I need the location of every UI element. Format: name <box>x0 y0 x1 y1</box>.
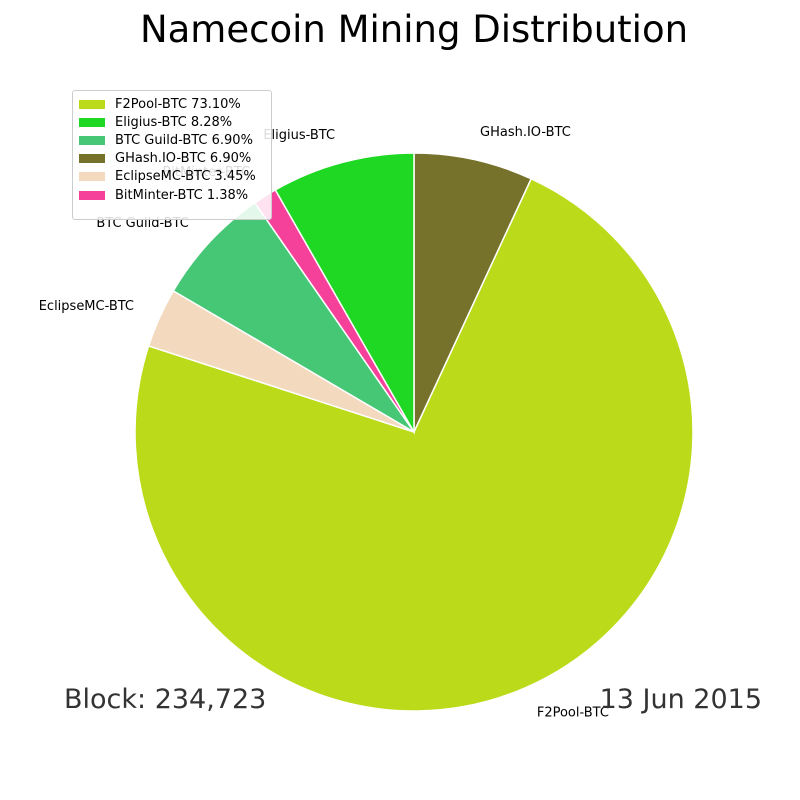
chart-title: Namecoin Mining Distribution <box>139 8 689 51</box>
legend-swatch <box>79 117 105 127</box>
legend-item-eclipsemc-btc: EclipseMC-BTC 3.45% <box>79 168 271 186</box>
legend-swatch <box>79 99 105 109</box>
legend-item-bitminter-btc: BitMinter-BTC 1.38% <box>79 186 271 204</box>
date-label: 13 Jun 2015 <box>599 684 762 715</box>
legend-label: GHash.IO-BTC 6.90% <box>115 151 252 167</box>
slice-label-eligius-btc: Eligius-BTC <box>263 128 335 143</box>
legend-item-eligius-btc: Eligius-BTC 8.28% <box>79 113 271 131</box>
legend-item-f2pool-btc: F2Pool-BTC 73.10% <box>79 95 271 113</box>
legend-swatch <box>79 135 105 145</box>
legend-swatch <box>79 154 105 164</box>
legend-label: Eligius-BTC 8.28% <box>115 114 233 130</box>
slice-label-f2pool-btc: F2Pool-BTC <box>537 706 609 721</box>
legend-swatch <box>79 190 105 200</box>
block-height-label: Block: 234,723 <box>64 684 267 715</box>
slice-label-ghash-io-btc: GHash.IO-BTC <box>480 125 571 140</box>
chart-legend: F2Pool-BTC 73.10% Eligius-BTC 8.28% BTC Gu… <box>72 90 272 220</box>
legend-item-btc-guild-btc: BTC Guild-BTC 6.90% <box>79 131 271 149</box>
legend-swatch <box>79 172 105 182</box>
legend-label: BTC Guild-BTC 6.90% <box>115 132 253 148</box>
pie-slice-f2pool-btc <box>134 177 694 712</box>
legend-label: BitMinter-BTC 1.38% <box>115 187 249 203</box>
legend-label: EclipseMC-BTC 3.45% <box>115 169 256 185</box>
legend-label: F2Pool-BTC 73.10% <box>115 96 241 112</box>
pie-slice-eligius-btc <box>274 152 415 435</box>
pie-slice-ghash-io-btc <box>413 152 533 433</box>
slice-label-eclipsemc-btc: EclipseMC-BTC <box>39 299 134 314</box>
legend-item-ghash-io-btc: GHash.IO-BTC 6.90% <box>79 150 271 168</box>
